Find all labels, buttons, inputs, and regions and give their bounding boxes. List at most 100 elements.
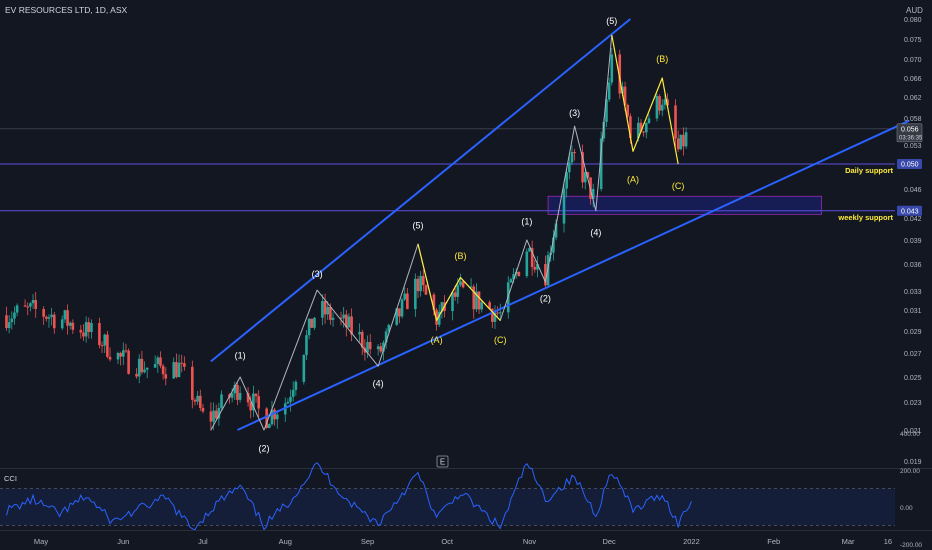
wave-label-3: (4) <box>373 378 384 388</box>
candle <box>618 49 622 99</box>
candle-body <box>13 312 16 319</box>
candle <box>13 306 16 325</box>
price-tag-box <box>896 123 923 143</box>
price-tag-value: 0.043 <box>901 208 919 215</box>
candle <box>108 347 112 362</box>
candle-body <box>103 334 107 346</box>
earnings-marker-button[interactable]: E <box>436 455 449 468</box>
candle-body <box>249 402 253 411</box>
price-tick-label-13: 0.031 <box>904 308 922 315</box>
cci-tick-label-0: 400.00 <box>900 431 920 438</box>
wave-label-0: (1) <box>235 350 246 360</box>
candle <box>135 368 138 379</box>
candle-body <box>71 322 75 330</box>
candle <box>47 314 51 328</box>
candle <box>424 284 428 295</box>
wave-label-1: (2) <box>259 444 270 454</box>
abc-correction-path-2 <box>611 34 679 165</box>
cci-pane: 400.00 200.00 0.00 -200.00 <box>0 431 922 549</box>
candle-body <box>655 96 659 119</box>
candle <box>236 382 239 406</box>
candle <box>268 423 271 429</box>
channel-lower-line <box>237 119 910 431</box>
price-tick-label-1: 0.075 <box>904 37 922 44</box>
candle-body <box>302 354 306 382</box>
candle-body <box>326 306 330 315</box>
candle-body <box>127 350 130 374</box>
candle-body <box>645 123 648 133</box>
cci-line <box>6 462 692 531</box>
candle <box>562 180 566 233</box>
candle-body <box>52 314 56 329</box>
candle-body <box>398 308 401 317</box>
candle-body <box>419 275 422 292</box>
candle <box>331 312 335 327</box>
candle-body <box>639 122 643 132</box>
candle-body <box>382 342 385 352</box>
candle-body <box>124 350 128 352</box>
candle <box>140 350 144 375</box>
candle <box>289 389 292 412</box>
candle <box>156 355 160 374</box>
candle-body <box>310 318 314 328</box>
candle-body <box>350 316 353 335</box>
candle-body <box>198 395 202 408</box>
price-tag-2: 0.043 <box>897 205 922 216</box>
wave-label-2: (3) <box>312 269 323 279</box>
candle-body <box>196 395 199 402</box>
candle-body <box>568 162 571 173</box>
candle-body <box>177 362 181 378</box>
candle <box>153 355 157 368</box>
candle-body <box>183 363 186 367</box>
candle-body <box>34 300 37 309</box>
candle <box>87 317 91 339</box>
wave-label-10: (3) <box>569 108 580 118</box>
candle <box>201 404 205 414</box>
candle-body <box>100 345 104 347</box>
candle <box>23 299 27 308</box>
cci-tick-label-3: -200.00 <box>900 542 922 549</box>
candle-body <box>137 358 141 377</box>
candle-body <box>143 369 146 373</box>
candle <box>71 319 75 334</box>
candle-body <box>491 308 494 322</box>
candle-body <box>366 342 369 353</box>
candle <box>384 328 388 349</box>
candle <box>68 321 72 330</box>
price-axis[interactable]: 0.080 0.075 0.070 0.066 0.062 0.058 0.053 0.050… <box>904 17 922 466</box>
candle-body <box>291 389 295 397</box>
price-tick-label-9: 0.042 <box>904 216 922 223</box>
candle <box>342 306 345 328</box>
wave-label-5: (A) <box>431 335 443 345</box>
candle-body <box>684 132 688 147</box>
candle <box>496 306 499 317</box>
time-axis[interactable]: May Jun Jul Aug Sep Oct Nov Dec 2022 Feb Mar 16 <box>34 537 892 546</box>
price-tick-label-18: 0.021 <box>904 428 922 435</box>
candle <box>684 127 688 149</box>
candle-body <box>358 331 361 335</box>
candle-body <box>265 408 268 429</box>
candle <box>180 354 184 373</box>
candle-body <box>591 189 595 199</box>
earnings-marker-box <box>436 455 449 468</box>
candle-body <box>63 310 67 320</box>
candle-body <box>209 411 213 422</box>
price-tag-value: 0.056 <box>901 126 919 133</box>
wave-label-12: (5) <box>606 16 617 26</box>
candle <box>469 278 473 288</box>
candle <box>472 284 476 319</box>
support-label-0: Daily support <box>845 166 893 175</box>
price-tick-label-11: 0.036 <box>904 262 922 269</box>
candle <box>642 131 645 137</box>
candle-body <box>268 424 271 429</box>
time-tick-label-7: Dec <box>602 537 616 546</box>
candle-body <box>573 152 576 154</box>
candle-body <box>29 303 32 307</box>
candle <box>517 271 521 277</box>
candle-body <box>217 407 221 419</box>
candle-body <box>233 384 237 394</box>
wave-label-9: (2) <box>540 294 551 304</box>
candle-body <box>610 54 614 83</box>
